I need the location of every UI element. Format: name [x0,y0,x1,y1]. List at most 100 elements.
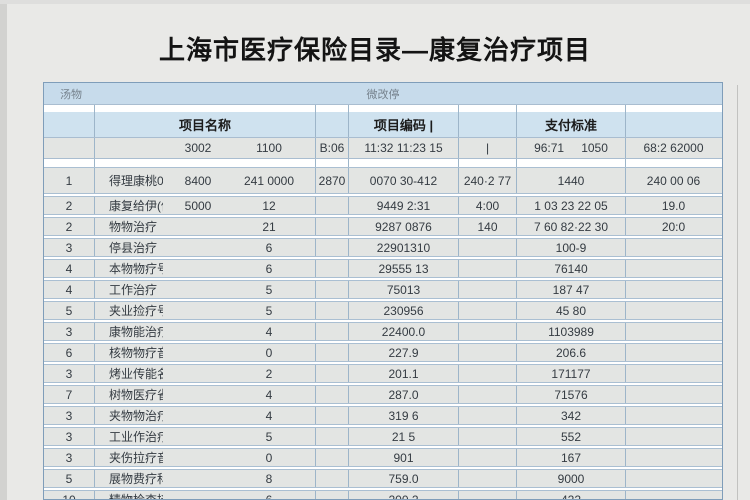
project-qty-value: 8 [265,471,273,486]
project-code-cell: 759.0 [349,470,459,487]
project-name-cell: 树物医疗省层写 4 [95,386,316,403]
aux-cell [316,344,349,361]
row-number-cell: 3 [44,449,95,466]
aux-cell [316,365,349,382]
table-row: 6 核物物疗音价(6.4%) 0 227.9 206.6 [44,343,722,362]
project-name-cell: 本物物疗号 6 [95,260,316,277]
project-code-cell: 22901310 [349,239,459,256]
table-row: 3 夹伤拉疗音 0 901 167 [44,448,722,467]
table-row: 3 夹物物治疗保号 4 319 6 342 [44,406,722,425]
project-name-text: 工业作治疗偌骑 [109,430,163,444]
photo-edge-left [0,0,7,500]
extra-value-cell [626,344,721,361]
extra-value-cell: 240 00 06 [646,173,701,188]
mid-value-cell [459,407,517,424]
payment-standard-cell: 206.6 [517,344,626,361]
project-qty-value: 5 [265,282,273,297]
row-number-cell: 6 [44,344,95,361]
header-rownum [44,112,95,137]
project-name-cell: 康物能治疗 4 [95,323,316,340]
project-name-text: 夹伤拉疗音 [109,451,163,465]
payment-standard-cell: 1103989 [517,323,626,340]
project-name-text: 核物物疗音价(6.4%) [109,346,163,360]
row-number-cell: 2 [44,197,95,214]
project-code-cell: 9287 0876 [349,218,459,235]
row-number-cell: 3 [44,428,95,445]
project-qty-value: 6 [265,240,273,255]
mid-value-cell: 240·2 77 [459,168,517,193]
extra-value-cell [626,470,721,487]
table-row: 4 本物物疗号 6 29555 13 76140 [44,259,722,278]
project-name-text: 停县治疗 [109,241,158,255]
project-name-text: 康物能治疗 [109,325,163,339]
table-body: 1 得理康桃00807/40%(42%) 8400 241 0000 2870 … [44,167,722,500]
table-row: 2 康复给伊(伤)(CTU) 5000 12 9449 2:31 4:00 1 … [44,196,722,215]
extra-value-cell [626,365,721,382]
project-qty-value: 21 [262,219,276,234]
project-code-cell: 901 [349,449,459,466]
payment-standard-cell: 422 [517,491,626,499]
page-title: 上海市医疗保险目录—康复治疗项目 [158,35,591,65]
project-code-cell: 319 6 [349,407,459,424]
project-name-cell: 夹物物治疗保号 4 [95,407,316,424]
subheader-e-cell: | [459,138,517,158]
mid-value-cell: 4:00 [459,197,517,214]
payment-standard-cell: 1 03 23 22 05 [517,197,626,214]
payment-standard-cell: 1440 [517,168,626,193]
project-name-cell: 得理康桃00807/40%(42%) 8400 241 0000 [95,168,316,193]
project-name-text: 树物医疗省层写 [109,388,163,402]
project-name-text: 物物治疗 [109,220,158,234]
payment-standard-cell: 171177 [517,365,626,382]
project-qty-value: 0 [265,345,273,360]
project-name-cell: 工作治疗 5 [95,281,316,298]
mid-value-cell [459,323,517,340]
project-name-cell: 工业作治疗偌骑 5 [95,428,316,445]
project-mid-value: 8400 [184,173,212,188]
project-name-cell: 核物物疗音价(6.4%) 0 [95,344,316,361]
project-name-cell: 康复给伊(伤)(CTU) 5000 12 [95,197,316,214]
subheader-pay-cell: 96:71 1050 [517,138,626,158]
project-name-text: 精物检查接物(donvix/养) [109,493,163,500]
spacer-row-top [44,105,722,112]
project-code-cell: 9449 2:31 [349,197,459,214]
project-code-cell: 227.9 [349,344,459,361]
aux-cell [316,218,349,235]
aux-cell [316,197,349,214]
row-number-cell: 4 [44,281,95,298]
project-code-cell: 75013 [349,281,459,298]
payment-standard-cell: 167 [517,449,626,466]
project-code-cell: 29555 13 [349,260,459,277]
project-code-cell: 201.1 [349,365,459,382]
project-name-text: 工作治疗 [109,283,158,297]
mid-value-cell [459,302,517,319]
extra-value-cell [626,260,721,277]
project-qty-value: 6 [265,492,273,500]
table-top-band: 汤物 微改停 [44,83,722,105]
table-row: 4 工作治疗 5 75013 187 47 [44,280,722,299]
mid-value-cell [459,386,517,403]
row-number-cell: 7 [44,386,95,403]
payment-standard-cell: 552 [517,428,626,445]
project-name-cell: 精物检查接物(donvix/养) 6 [95,491,316,500]
table-row: 1 得理康桃00807/40%(42%) 8400 241 0000 2870 … [44,167,722,194]
top-band-left-label: 汤物 [60,89,82,101]
photo-edge-top [0,0,750,4]
extra-value-cell: 19.0 [661,198,686,213]
project-mid-value: 5000 [184,198,212,213]
project-qty-value: 4 [265,387,273,402]
payment-standard-cell: 7 60 82·22 30 [517,218,626,235]
project-name-cell: 烤业传能名 2 [95,365,316,382]
table-row: 3 工业作治疗偌骑 5 21 5 552 [44,427,722,446]
row-number-cell: 5 [44,470,95,487]
mid-value-cell [459,239,517,256]
table-row: 3 停县治疗 6 22901310 100-9 [44,238,722,257]
row-number-cell: 3 [44,365,95,382]
extra-value-cell [626,239,721,256]
extra-value-cell [626,302,721,319]
extra-value-cell: 20:0 [661,219,686,234]
mid-value-cell [459,470,517,487]
payment-standard-cell: 45 80 [517,302,626,319]
row-number-cell: 3 [44,323,95,340]
extra-value-cell [626,407,721,424]
